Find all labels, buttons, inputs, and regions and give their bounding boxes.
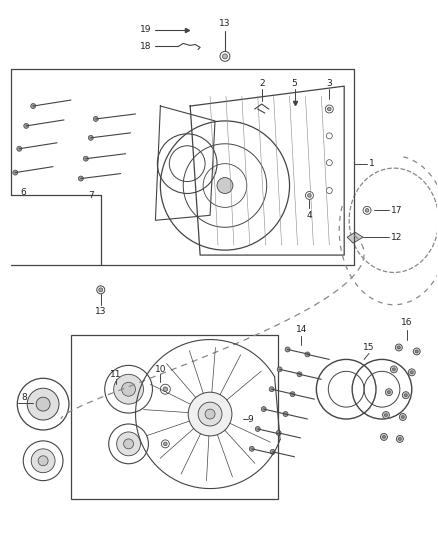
Circle shape [31,449,55,473]
Circle shape [124,439,134,449]
Circle shape [99,288,103,292]
Circle shape [307,193,311,197]
Text: 12: 12 [391,233,402,241]
Circle shape [97,286,105,294]
Circle shape [385,389,392,395]
Circle shape [403,392,409,399]
Text: 6: 6 [21,188,26,197]
Text: 16: 16 [401,318,413,327]
Text: 13: 13 [95,307,106,316]
Text: 4: 4 [307,211,312,220]
Circle shape [188,392,232,436]
Circle shape [401,416,404,418]
Circle shape [223,54,227,59]
Text: 18: 18 [140,42,152,51]
Circle shape [17,146,22,151]
Circle shape [363,206,371,214]
Circle shape [388,391,390,394]
Text: 17: 17 [391,206,403,215]
Circle shape [285,347,290,352]
Circle shape [277,367,282,372]
Circle shape [161,440,170,448]
Circle shape [413,348,420,355]
Circle shape [261,407,266,411]
Circle shape [326,106,332,112]
Text: 2: 2 [259,79,265,87]
Circle shape [198,402,222,426]
Text: 13: 13 [219,19,231,28]
Circle shape [114,374,144,404]
Text: 10: 10 [155,365,166,374]
Circle shape [23,441,63,481]
Circle shape [396,435,403,442]
Circle shape [163,442,167,446]
Circle shape [410,371,413,374]
Circle shape [31,103,35,109]
Circle shape [399,414,406,421]
Circle shape [398,438,401,440]
Circle shape [396,344,403,351]
Circle shape [390,366,397,373]
Circle shape [305,191,314,199]
Circle shape [17,378,69,430]
Text: 7: 7 [88,191,94,200]
Circle shape [105,365,152,413]
Circle shape [163,387,168,391]
Circle shape [109,424,148,464]
Text: 8: 8 [21,393,27,402]
Circle shape [88,135,93,140]
Text: 1: 1 [369,159,375,168]
Circle shape [83,156,88,161]
Bar [71,335,278,498]
Circle shape [93,116,98,122]
Circle shape [385,414,388,417]
Circle shape [382,435,385,439]
Text: 11: 11 [110,370,121,379]
Text: 5: 5 [292,79,297,87]
Circle shape [13,170,18,175]
Circle shape [36,397,50,411]
Circle shape [365,208,369,212]
Circle shape [38,456,48,466]
Circle shape [249,446,254,451]
Circle shape [270,449,275,454]
Circle shape [290,392,295,397]
Circle shape [122,382,135,396]
Circle shape [24,124,29,128]
Text: 9: 9 [248,415,254,424]
Polygon shape [347,232,363,243]
Circle shape [305,352,310,357]
Circle shape [325,105,333,113]
Circle shape [217,177,233,193]
Circle shape [117,432,141,456]
Circle shape [78,176,83,181]
Circle shape [269,387,274,392]
Text: 19: 19 [140,25,152,34]
Circle shape [283,411,288,417]
Circle shape [415,350,418,353]
Circle shape [27,388,59,420]
Circle shape [326,133,332,139]
Text: 15: 15 [363,343,375,352]
Circle shape [328,107,331,111]
Circle shape [255,426,260,431]
Circle shape [381,433,388,440]
Circle shape [205,409,215,419]
Text: 3: 3 [326,79,332,87]
Text: 14: 14 [296,325,307,334]
Circle shape [326,160,332,166]
Circle shape [392,368,396,371]
Circle shape [408,369,415,376]
Circle shape [404,394,407,397]
Circle shape [397,346,400,349]
Circle shape [382,411,389,418]
Circle shape [276,431,281,435]
Circle shape [326,188,332,193]
Circle shape [220,51,230,61]
Circle shape [160,384,170,394]
Circle shape [297,372,302,377]
